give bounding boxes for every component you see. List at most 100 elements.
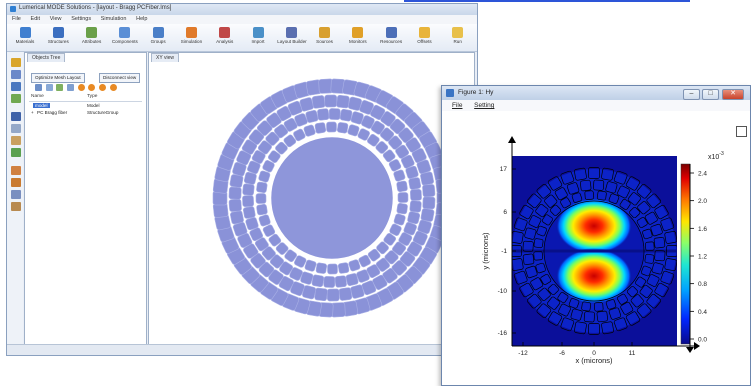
fiber-cladding-block[interactable] bbox=[249, 227, 264, 242]
ungroup-icon[interactable] bbox=[67, 84, 75, 91]
zoom-tool-icon[interactable] bbox=[11, 124, 21, 133]
fiber-cladding-block[interactable] bbox=[338, 287, 353, 301]
fiber-cladding-block[interactable] bbox=[256, 203, 268, 216]
fiber-cladding-block[interactable] bbox=[420, 171, 434, 186]
fiber-cladding-block[interactable] bbox=[367, 248, 381, 262]
fiber-cladding-block[interactable] bbox=[396, 180, 408, 193]
figure-toolbar-checkbox[interactable] bbox=[736, 126, 747, 137]
fiber-cladding-block[interactable] bbox=[243, 171, 257, 185]
add-tool-icon[interactable] bbox=[11, 58, 21, 67]
close-button[interactable]: ✕ bbox=[722, 89, 744, 100]
rotate-tool-icon[interactable] bbox=[11, 82, 21, 91]
ribbon-button-resources[interactable]: Resources bbox=[377, 26, 405, 49]
fiber-cladding-block[interactable] bbox=[265, 131, 281, 147]
fiber-core[interactable] bbox=[268, 134, 396, 262]
fiber-cladding-block[interactable] bbox=[407, 211, 421, 225]
ribbon-button-components[interactable]: Components bbox=[111, 26, 139, 49]
fiber-cladding-block[interactable] bbox=[278, 261, 294, 276]
pan-tool-icon[interactable] bbox=[11, 136, 21, 145]
fiber-cladding-block[interactable] bbox=[275, 241, 289, 255]
fiber-cladding-block[interactable] bbox=[395, 144, 410, 159]
fiber-cladding-block[interactable] bbox=[230, 210, 244, 225]
tree-row-name[interactable]: model bbox=[33, 103, 50, 108]
fiber-cladding-block[interactable] bbox=[254, 237, 269, 252]
menu-help[interactable]: Help bbox=[136, 16, 148, 22]
fiber-cladding-block[interactable] bbox=[324, 94, 338, 108]
fiber-cladding-block[interactable] bbox=[258, 170, 271, 183]
fiber-cladding-block[interactable] bbox=[383, 232, 397, 246]
fiber-cladding-block[interactable] bbox=[268, 233, 282, 247]
ribbon-button-import[interactable]: Import bbox=[244, 26, 272, 49]
fiber-cladding-block[interactable] bbox=[357, 128, 370, 141]
figure-menu-file[interactable]: File bbox=[452, 102, 463, 109]
menu-file[interactable]: File bbox=[12, 16, 21, 22]
ribbon-button-analysis[interactable]: Analysis bbox=[211, 26, 239, 49]
menu-simulation[interactable]: Simulation bbox=[100, 16, 127, 22]
minimize-button[interactable]: – bbox=[683, 89, 700, 100]
arrow-left-icon[interactable] bbox=[99, 84, 107, 91]
fiber-cladding-block[interactable] bbox=[379, 127, 395, 143]
fiber-cladding-block[interactable] bbox=[293, 128, 306, 142]
fiber-cladding-block[interactable] bbox=[311, 274, 325, 288]
fiber-cladding-block[interactable] bbox=[303, 124, 316, 137]
menu-settings[interactable]: Settings bbox=[71, 16, 92, 22]
fiber-cladding-block[interactable] bbox=[403, 221, 417, 236]
fiber-cladding-block[interactable] bbox=[242, 206, 256, 219]
fiber-cladding-block[interactable] bbox=[409, 200, 422, 213]
fiber-cladding-block[interactable] bbox=[283, 117, 298, 132]
fiber-cladding-block[interactable] bbox=[257, 140, 272, 155]
fiber-cladding-block[interactable] bbox=[326, 288, 340, 302]
arrow-right-icon[interactable] bbox=[109, 84, 117, 91]
fiber-cladding-block[interactable] bbox=[410, 189, 422, 201]
fiber-cladding-block[interactable] bbox=[304, 259, 317, 272]
fiber-cladding-block[interactable] bbox=[400, 154, 415, 169]
tree-column-type[interactable]: Type bbox=[87, 94, 98, 99]
grid-tool-icon[interactable] bbox=[11, 178, 21, 187]
fiber-cladding-block[interactable] bbox=[348, 259, 361, 272]
ribbon-button-attributes[interactable]: Attributes bbox=[78, 26, 106, 49]
fiber-cladding-block[interactable] bbox=[314, 287, 328, 302]
fiber-cladding-block[interactable] bbox=[317, 108, 330, 121]
fiber-cladding-block[interactable] bbox=[347, 124, 360, 137]
fiber-cladding-block[interactable] bbox=[256, 181, 268, 194]
fiber-cladding-block[interactable] bbox=[242, 183, 255, 196]
fiber-cross-section-view[interactable] bbox=[149, 53, 478, 348]
fiber-cladding-block[interactable] bbox=[305, 110, 319, 123]
select-tool-icon[interactable] bbox=[11, 112, 21, 121]
view-tool-icon[interactable] bbox=[11, 148, 21, 157]
fiber-cladding-block[interactable] bbox=[327, 263, 338, 275]
ribbon-button-monitors[interactable]: Monitors bbox=[344, 26, 372, 49]
fiber-cladding-block[interactable] bbox=[311, 95, 326, 109]
fiber-cladding-block[interactable] bbox=[294, 113, 308, 127]
fiber-cladding-block[interactable] bbox=[398, 232, 413, 247]
fiber-cladding-block[interactable] bbox=[356, 269, 370, 283]
tree-row[interactable]: + PC Bragg fiber StructureGroup bbox=[29, 110, 142, 116]
disconnect-view-button[interactable]: Disconnect view bbox=[99, 73, 141, 83]
fiber-cladding-block[interactable] bbox=[228, 198, 242, 212]
ribbon-button-layout-builder[interactable]: Layout Builder bbox=[277, 26, 307, 49]
group-icon[interactable] bbox=[56, 84, 64, 91]
menu-edit[interactable]: Edit bbox=[30, 16, 41, 22]
fiber-cladding-block[interactable] bbox=[336, 94, 350, 109]
tree-row-name[interactable]: PC Bragg fiber bbox=[37, 110, 68, 115]
fiber-cladding-block[interactable] bbox=[315, 262, 328, 274]
fiber-cladding-block[interactable] bbox=[334, 275, 347, 288]
fiber-cladding-block[interactable] bbox=[262, 224, 276, 237]
fiber-cladding-block[interactable] bbox=[267, 150, 281, 164]
fiber-cladding-block[interactable] bbox=[337, 262, 350, 274]
fiber-cladding-block[interactable] bbox=[375, 140, 389, 154]
fiber-cladding-block[interactable] bbox=[294, 255, 307, 268]
collapse-icon[interactable] bbox=[45, 84, 53, 91]
fiber-cladding-block[interactable] bbox=[255, 193, 267, 204]
fiber-cladding-block[interactable] bbox=[269, 254, 285, 270]
fiber-cladding-block[interactable] bbox=[247, 160, 261, 175]
fiber-cladding-block[interactable] bbox=[242, 195, 254, 207]
fiber-cladding-block[interactable] bbox=[328, 108, 341, 120]
fiber-cladding-block[interactable] bbox=[251, 150, 266, 165]
tree-expand-icon[interactable]: + bbox=[31, 110, 34, 115]
fiber-cladding-block[interactable] bbox=[393, 213, 406, 226]
ribbon-button-sources[interactable]: Sources bbox=[311, 26, 339, 49]
fiber-cladding-block[interactable] bbox=[384, 249, 400, 265]
optimize-mesh-button[interactable]: Optimize Mesh Layout bbox=[31, 73, 85, 83]
layout-canvas-panel[interactable]: XY view bbox=[148, 52, 475, 345]
